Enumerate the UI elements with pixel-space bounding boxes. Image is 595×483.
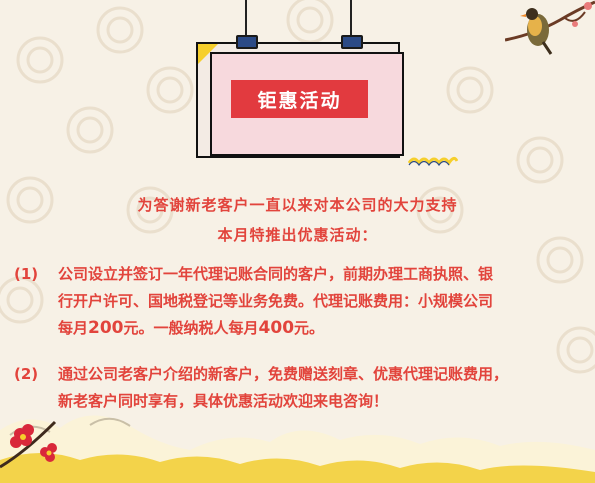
- item-number: (1): [14, 265, 39, 283]
- price-small-scale: 200: [88, 318, 124, 338]
- item-text: 行开户许可、国地税登记等业务免费。代理记账费用：小规模公司: [58, 292, 494, 310]
- item-text: 新老客户同时享有，具体优惠活动欢迎来电咨询！: [58, 392, 389, 410]
- promo-item-1: (1) 公司设立并签订一年代理记账合同的客户，前期办理工商执照、银 行开户许可、国…: [14, 261, 584, 342]
- promo-item-2: (2) 通过公司老客户介绍的新客户，免费赠送刻章、优惠代理记账费用， 新老客户同时…: [14, 361, 584, 415]
- hanging-string-right: [350, 0, 352, 36]
- intro-line-2: 本月特推出优惠活动：: [217, 226, 378, 244]
- cloud-border-decoration: [0, 415, 595, 483]
- zigzag-decoration-icon: [408, 156, 458, 166]
- plum-blossom-icon: [0, 420, 57, 469]
- hanging-string-left: [245, 0, 247, 36]
- banner-title: 钜惠活动: [231, 80, 368, 118]
- intro-line-1: 为答谢新老客户一直以来对本公司的大力支持: [137, 196, 458, 214]
- bird-on-branch-icon: [505, 0, 595, 55]
- paper-clip-icon-right: [341, 35, 363, 49]
- item-text: 公司设立并签订一年代理记账合同的客户，前期办理工商执照、银: [58, 265, 494, 283]
- item-number: (2): [14, 365, 39, 383]
- price-general-taxpayer: 400: [258, 318, 295, 338]
- item-text: 通过公司老客户介绍的新客户，免费赠送刻章、优惠代理记账费用，: [58, 365, 509, 383]
- paper-clip-icon-left: [236, 35, 258, 49]
- item-text-pricing: 每月200元。一般纳税人每月400元。: [58, 318, 325, 338]
